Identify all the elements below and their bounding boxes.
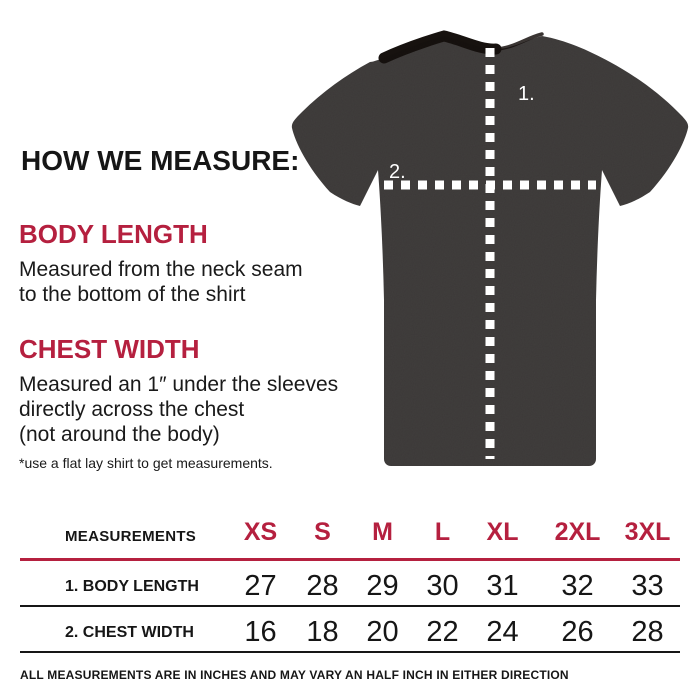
svg-text:1.: 1. (518, 83, 535, 105)
svg-text:2.: 2. (389, 161, 406, 183)
